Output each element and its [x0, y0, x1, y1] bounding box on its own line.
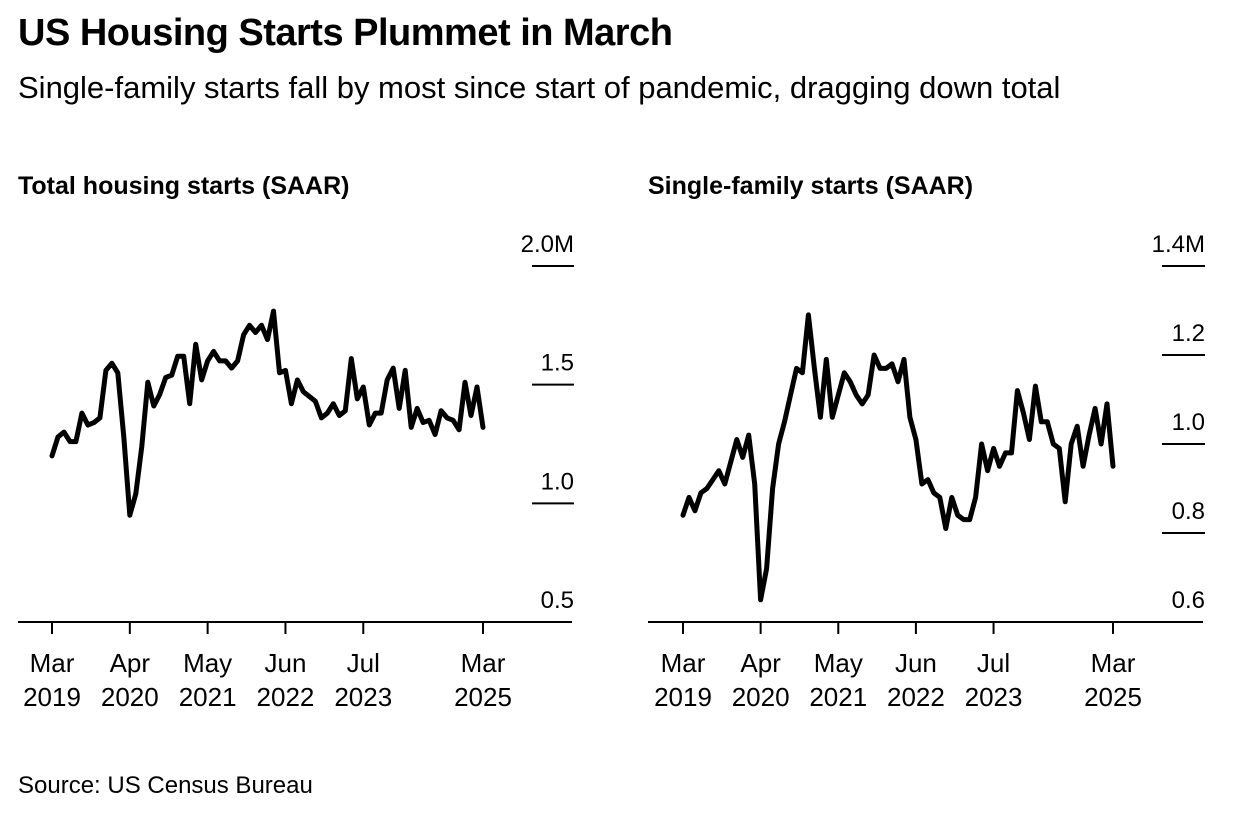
x-tick-year-label: 2022 — [887, 682, 945, 712]
x-tick-year-label: 2025 — [1084, 682, 1142, 712]
y-tick-label: 2.0M — [521, 231, 574, 258]
x-tick-year-label: 2021 — [179, 682, 237, 712]
x-tick-year-label: 2019 — [654, 682, 712, 712]
x-tick-month-label: May — [183, 648, 232, 678]
x-tick-year-label: 2022 — [257, 682, 315, 712]
x-tick-month-label: Mar — [661, 648, 706, 678]
series-line — [680, 312, 1116, 603]
x-tick-month-label: Apr — [110, 648, 151, 678]
panel-title: Single-family starts (SAAR) — [648, 172, 973, 200]
y-tick-label: 1.2 — [1172, 320, 1205, 347]
x-tick-month-label: Jul — [347, 648, 380, 678]
x-tick-year-label: 2023 — [965, 682, 1023, 712]
x-tick-year-label: 2025 — [454, 682, 512, 712]
panel-title: Total housing starts (SAAR) — [18, 172, 349, 200]
y-tick-label: 1.4M — [1152, 231, 1205, 258]
x-tick-year-label: 2019 — [23, 682, 81, 712]
x-tick-month-label: Mar — [461, 648, 506, 678]
chart-title: US Housing Starts Plummet in March — [18, 12, 673, 54]
x-tick-year-label: 2020 — [101, 682, 159, 712]
x-tick-year-label: 2021 — [809, 682, 867, 712]
y-tick-label: 0.6 — [1172, 587, 1205, 614]
source-note: Source: US Census Bureau — [18, 772, 313, 799]
x-tick-month-label: Apr — [740, 648, 781, 678]
chart-subtitle: Single-family starts fall by most since … — [18, 70, 1061, 105]
y-tick-label: 0.5 — [541, 587, 574, 614]
x-tick-year-label: 2020 — [732, 682, 790, 712]
x-tick-year-label: 2023 — [334, 682, 392, 712]
x-tick-month-label: May — [814, 648, 863, 678]
x-tick-month-label: Mar — [30, 648, 75, 678]
x-tick-month-label: Jul — [977, 648, 1010, 678]
panel-total-starts: Total housing starts (SAAR) 2.0M 1.5 1.0 0.5… — [18, 172, 574, 712]
series-line — [49, 308, 486, 518]
panel-single-family-starts: Single-family starts (SAAR) 1.4M 1.2 1.0 0.8… — [648, 172, 1205, 712]
y-tick-label: 1.0 — [1172, 409, 1205, 436]
y-tick-label: 1.5 — [541, 350, 574, 377]
x-tick-month-label: Jun — [895, 648, 937, 678]
x-tick-month-label: Jun — [264, 648, 306, 678]
y-tick-label: 0.8 — [1172, 498, 1205, 525]
x-tick-month-label: Mar — [1091, 648, 1136, 678]
y-tick-label: 1.0 — [541, 468, 574, 495]
